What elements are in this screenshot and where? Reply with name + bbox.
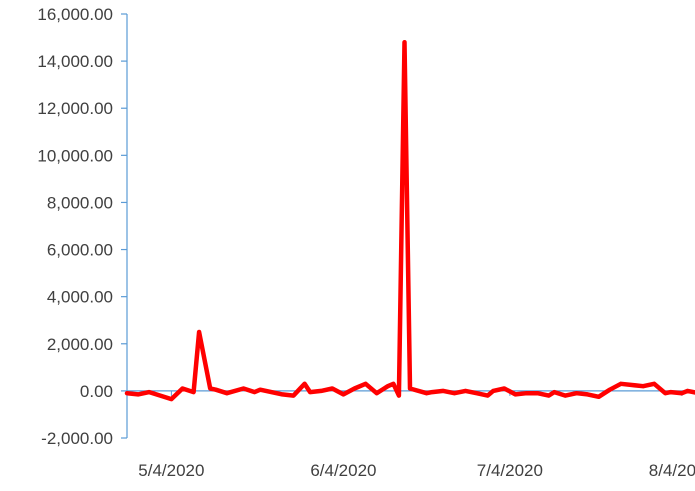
y-tick-label: 8,000.00 bbox=[47, 193, 113, 212]
y-tick-label: 16,000.00 bbox=[37, 5, 113, 24]
y-tick-label: 0.00 bbox=[80, 382, 113, 401]
y-axis bbox=[121, 14, 127, 438]
tick-labels: 16,000.00 14,000.00 12,000.00 10,000.00 8,00… bbox=[37, 5, 695, 480]
y-tick-label: 6,000.00 bbox=[47, 241, 113, 260]
y-tick-label: 14,000.00 bbox=[37, 52, 113, 71]
y-tick-label: 2,000.00 bbox=[47, 335, 113, 354]
x-tick-label: 6/4/2020 bbox=[310, 461, 376, 480]
series bbox=[127, 42, 695, 399]
y-tick-label: 4,000.00 bbox=[47, 288, 113, 307]
x-tick-label: 8/4/2020 bbox=[649, 461, 695, 480]
series-line bbox=[127, 42, 695, 399]
y-tick-label: 10,000.00 bbox=[37, 146, 113, 165]
x-tick-label: 7/4/2020 bbox=[477, 461, 543, 480]
y-tick-label: 12,000.00 bbox=[37, 99, 113, 118]
x-tick-label: 5/4/2020 bbox=[138, 461, 204, 480]
y-tick-label: -2,000.00 bbox=[41, 429, 113, 448]
